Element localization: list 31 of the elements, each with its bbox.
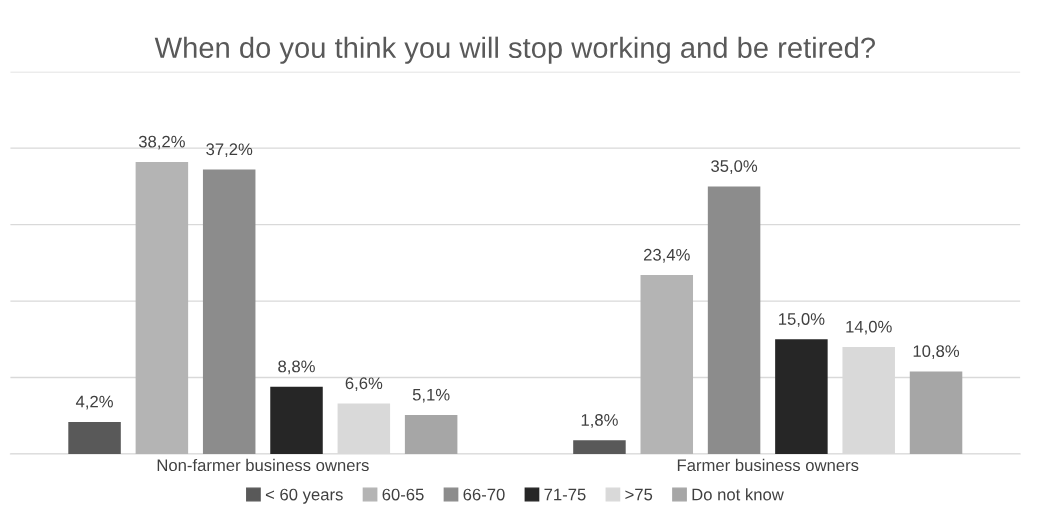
bar (404, 415, 458, 454)
x-tick-label: Non-farmer business owners (157, 458, 369, 472)
bar (707, 186, 761, 454)
bar (202, 169, 256, 454)
data-label: 8,8% (278, 360, 315, 375)
data-label: 1,8% (581, 414, 618, 428)
data-label: 38,2% (138, 135, 185, 150)
legend-label: >75 (625, 488, 653, 501)
x-tick-label: Farmer business owners (677, 458, 859, 472)
legend-label: 71-75 (544, 488, 586, 501)
bar (270, 386, 323, 454)
bar (68, 421, 121, 454)
data-label: 15,0% (779, 313, 825, 327)
bar (135, 161, 189, 454)
data-label: 5,1% (412, 388, 450, 403)
legend-label: 60-65 (382, 488, 424, 501)
data-label: 37,2% (206, 143, 253, 158)
bar (573, 440, 626, 454)
bar (775, 339, 828, 454)
bar (640, 275, 694, 454)
data-label: 10,8% (913, 345, 960, 359)
data-label: 4,2% (75, 395, 113, 410)
bar (909, 371, 963, 454)
data-label: 23,4% (643, 248, 690, 263)
chart-title: When do you think you will stop working and be retired? (154, 36, 875, 64)
legend-label: Do not know (692, 488, 784, 501)
legend-label: 66-70 (463, 488, 505, 501)
legend-label: < 60 years (265, 488, 343, 504)
data-label: 35,0% (711, 160, 758, 174)
data-label: 14,0% (846, 320, 892, 335)
data-label: 6,6% (345, 377, 383, 392)
